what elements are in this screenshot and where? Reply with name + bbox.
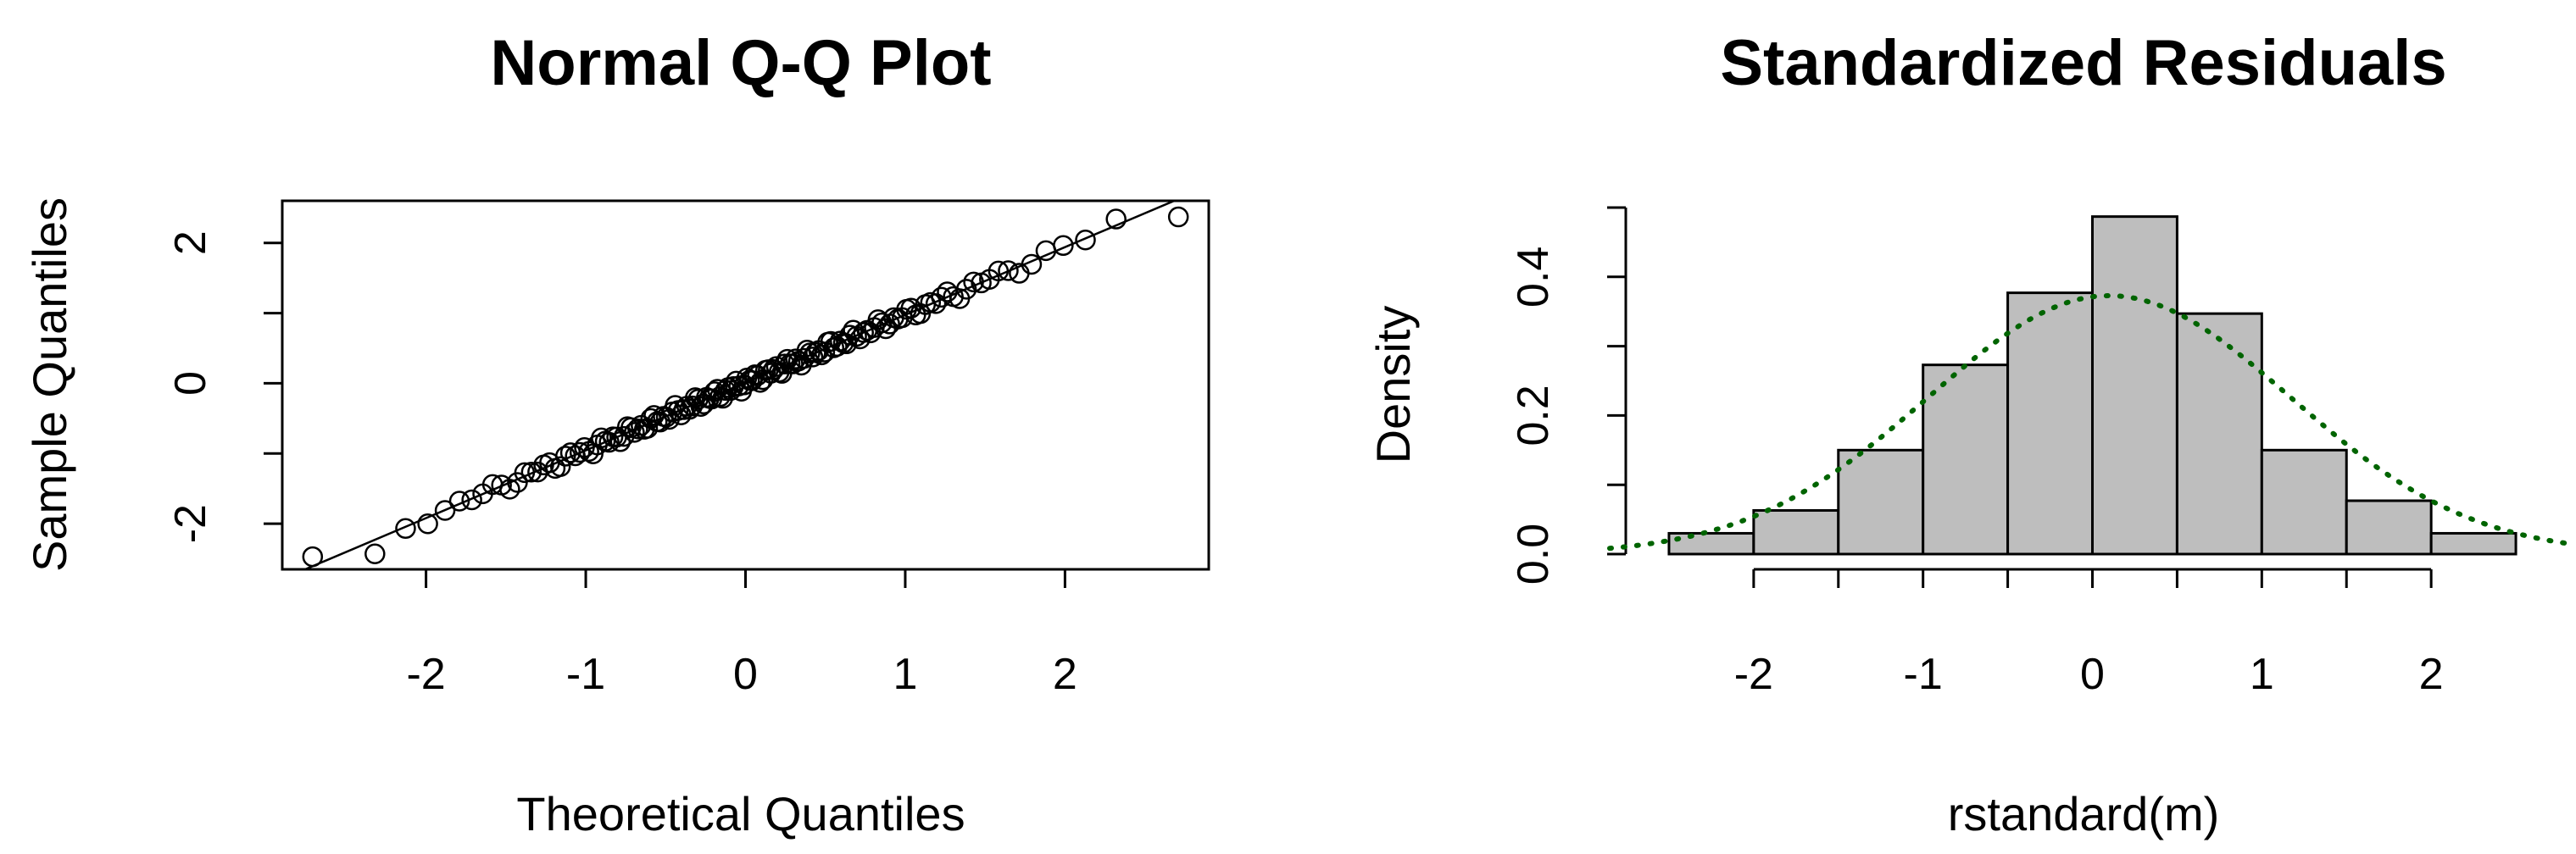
qq-point <box>620 417 642 438</box>
hist-x-axis-label: rstandard(m) <box>1948 787 2220 840</box>
hist-y-tick-label: 0.4 <box>1509 247 1558 308</box>
qq-point <box>799 342 821 363</box>
qq-plot-panel: Normal Q-Q Plot -2 -1 0 1 2 -2 0 2 Theoretical Qu… <box>23 27 1210 840</box>
qq-point <box>1075 230 1096 251</box>
qq-point <box>302 546 324 568</box>
hist-x-tick-label: -1 <box>1904 650 1943 699</box>
qq-title: Normal Q-Q Plot <box>490 27 991 99</box>
hist-bar <box>2345 499 2433 556</box>
hist-bar <box>1837 448 1925 556</box>
qq-point <box>627 418 648 440</box>
qq-point <box>549 456 571 478</box>
qq-point <box>448 491 470 512</box>
qq-point <box>925 293 947 314</box>
qq-y-tick-label: 2 <box>166 230 215 255</box>
qq-point <box>774 353 795 374</box>
qq-point <box>461 489 482 511</box>
histogram-panel: Standardized Residuals -2 -1 0 1 2 0.0 0.2 0.4 rs… <box>1366 27 2569 840</box>
qq-x-tick-label: 0 <box>733 650 758 699</box>
hist-title: Standardized Residuals <box>1720 27 2446 99</box>
qq-point <box>364 543 386 565</box>
qq-point <box>499 479 520 500</box>
qq-point <box>624 422 645 443</box>
hist-bar <box>1667 531 1755 556</box>
qq-point <box>434 500 456 521</box>
qq-point <box>814 341 836 363</box>
qq-y-tick-label: 0 <box>166 371 215 396</box>
qq-point <box>1105 208 1127 230</box>
hist-y-tick-label: 0.0 <box>1509 524 1558 585</box>
qq-point <box>998 260 1019 281</box>
qq-x-axis-label: Theoretical Quantiles <box>516 787 965 840</box>
qq-x-tick-label: -2 <box>406 650 445 699</box>
hist-bar <box>2006 291 2094 556</box>
hist-x-tick-label: 0 <box>2080 650 2105 699</box>
qq-point <box>417 513 438 535</box>
qq-y-tick-label: -2 <box>166 504 215 543</box>
qq-point <box>569 441 591 463</box>
hist-bar <box>1752 508 1840 556</box>
hist-bar <box>1922 363 2010 556</box>
qq-point <box>871 312 893 334</box>
qq-point <box>776 348 798 370</box>
qq-point <box>395 518 416 540</box>
qq-point <box>514 462 536 484</box>
hist-y-axis-label: Density <box>1366 306 1420 464</box>
hist-x-tick-label: -2 <box>1734 650 1773 699</box>
qq-point <box>802 347 824 368</box>
qq-point <box>554 446 576 467</box>
hist-y-tick-label: 0.2 <box>1509 385 1558 446</box>
qq-point <box>1021 253 1043 275</box>
qq-point <box>1035 240 1057 262</box>
hist-density-curve <box>1607 292 2569 552</box>
hist-bar <box>2260 448 2348 556</box>
hist-bar <box>2429 531 2518 556</box>
qq-point <box>1053 235 1074 257</box>
hist-bar <box>2091 215 2178 556</box>
qq-x-tick-label: 1 <box>893 650 917 699</box>
hist-x-tick-label: 1 <box>2250 650 2274 699</box>
qq-point <box>1167 206 1189 228</box>
qq-x-tick-label: 2 <box>1053 650 1077 699</box>
qq-y-axis-label: Sample Quantiles <box>23 197 76 572</box>
qq-point <box>988 260 1010 282</box>
hist-x-tick-label: 2 <box>2419 650 2444 699</box>
qq-point <box>853 322 874 343</box>
qq-point <box>963 271 984 293</box>
qq-x-tick-label: -1 <box>566 650 605 699</box>
qq-point <box>520 461 542 483</box>
hist-bar <box>2175 312 2263 556</box>
